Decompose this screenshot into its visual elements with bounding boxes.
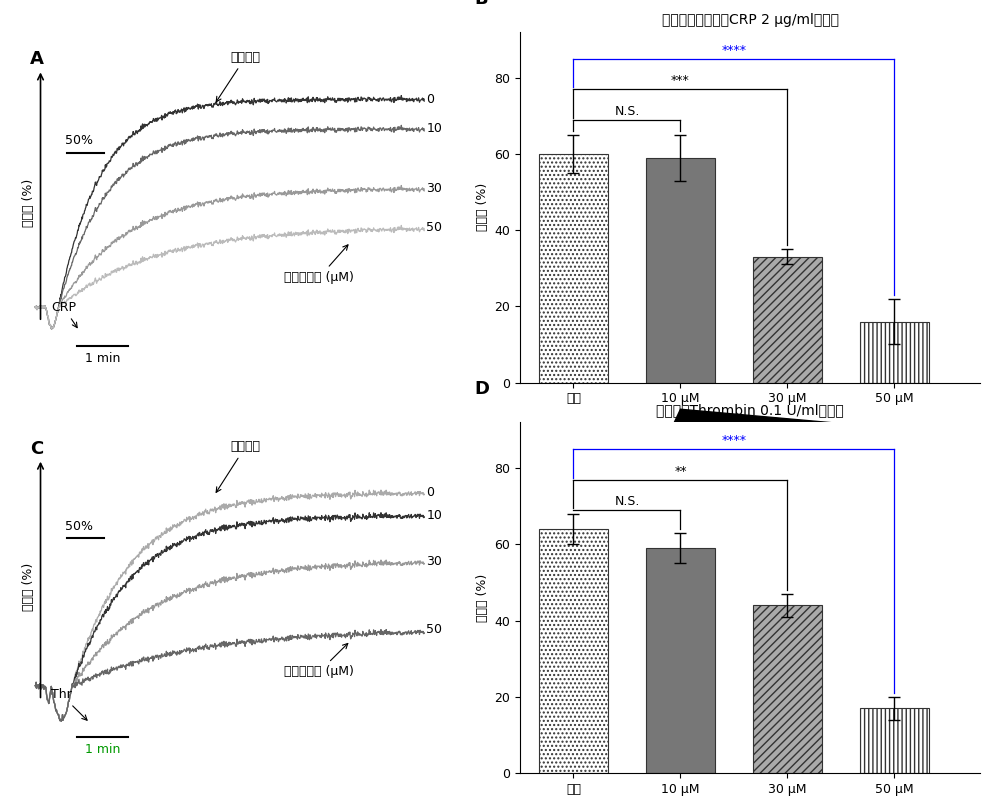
Text: N.S.: N.S. — [614, 104, 640, 118]
Text: C: C — [30, 440, 43, 458]
Text: 聚集率 (%): 聚集率 (%) — [22, 179, 35, 227]
Text: 30: 30 — [426, 182, 442, 195]
Bar — [539, 529, 608, 773]
Text: 50%: 50% — [65, 134, 93, 147]
Y-axis label: 聚集率 (%): 聚集率 (%) — [476, 574, 489, 622]
Text: CRP: CRP — [51, 300, 77, 328]
Bar — [860, 709, 929, 773]
Bar — [646, 548, 715, 773]
Text: 1 min: 1 min — [85, 743, 120, 756]
Text: 10: 10 — [426, 123, 442, 135]
Text: 0: 0 — [426, 92, 434, 106]
Text: 50%: 50% — [65, 520, 93, 532]
Bar — [753, 606, 822, 773]
Text: 单宁酸浓度 (μM): 单宁酸浓度 (μM) — [284, 643, 354, 678]
Text: 0: 0 — [426, 486, 434, 500]
Title: 凝血鄶（Thrombin 0.1 U/ml）刺激: 凝血鄶（Thrombin 0.1 U/ml）刺激 — [656, 403, 844, 417]
Text: 30: 30 — [426, 555, 442, 567]
Bar — [646, 158, 715, 383]
Bar — [539, 154, 608, 383]
Text: D: D — [474, 380, 489, 398]
Title: 胶原蛋白相关肽（CRP 2 μg/ml）刺激: 胶原蛋白相关肽（CRP 2 μg/ml）刺激 — [662, 13, 838, 26]
Y-axis label: 聚集率 (%): 聚集率 (%) — [476, 183, 489, 231]
Text: 聚集率 (%): 聚集率 (%) — [22, 563, 35, 611]
Text: 50: 50 — [426, 221, 442, 234]
Text: **: ** — [674, 465, 687, 477]
Text: 1 min: 1 min — [85, 351, 120, 365]
Text: ****: **** — [721, 44, 746, 57]
Text: 空白对照: 空白对照 — [216, 440, 261, 493]
Text: 单宁酸浓度 (μM): 单宁酸浓度 (μM) — [284, 245, 354, 284]
Text: ***: *** — [671, 74, 690, 87]
Text: 单宁酸浓度: 单宁酸浓度 — [769, 447, 806, 461]
Text: 空白对照: 空白对照 — [216, 51, 261, 102]
Text: A: A — [30, 49, 44, 68]
Text: B: B — [474, 0, 488, 8]
Bar — [860, 321, 929, 383]
Text: 10: 10 — [426, 509, 442, 522]
Text: N.S.: N.S. — [614, 495, 640, 508]
Text: 50: 50 — [426, 622, 442, 636]
Text: Thr: Thr — [51, 688, 87, 720]
Bar — [753, 257, 822, 383]
Text: ****: **** — [721, 434, 746, 447]
Polygon shape — [670, 409, 937, 432]
